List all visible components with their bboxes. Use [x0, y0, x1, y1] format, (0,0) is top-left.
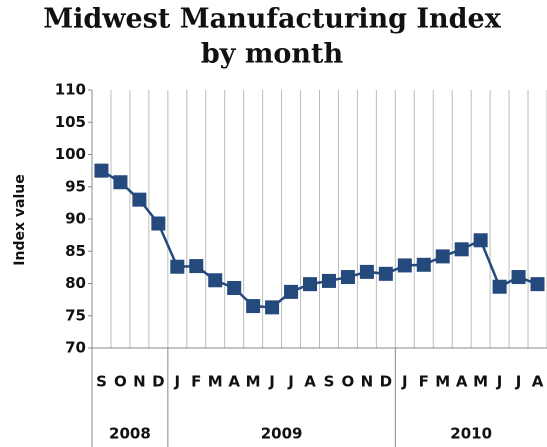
x-tick-label: D — [380, 373, 392, 391]
group-label: 2009 — [261, 425, 303, 443]
x-tick-label: F — [191, 373, 201, 391]
data-point — [321, 273, 336, 288]
data-point — [151, 216, 166, 231]
data-point — [435, 249, 450, 264]
data-point — [246, 299, 261, 314]
data-point — [473, 233, 488, 248]
data-point — [208, 273, 223, 288]
x-tick-label: S — [96, 373, 107, 391]
y-tick-label: 85 — [65, 242, 86, 260]
x-tick-label: D — [152, 373, 164, 391]
y-tick-label: 70 — [65, 339, 86, 357]
y-tick-label: 100 — [55, 145, 86, 163]
y-tick-label: 95 — [65, 177, 86, 195]
x-tick-label: J — [287, 373, 294, 391]
data-point — [189, 259, 204, 274]
y-tick-label: 75 — [65, 306, 86, 324]
x-tick-label: M — [435, 373, 450, 391]
x-tick-label: N — [361, 373, 374, 391]
data-point — [340, 270, 355, 285]
y-tick-label: 105 — [55, 113, 86, 131]
group-label: 2010 — [450, 425, 492, 443]
x-tick-label: J — [174, 373, 181, 391]
x-tick-label: F — [419, 373, 429, 391]
data-point — [530, 277, 545, 292]
x-tick-label: N — [133, 373, 146, 391]
data-point — [170, 259, 185, 274]
group-label: 2008 — [109, 425, 151, 443]
data-point — [397, 258, 412, 273]
chart-subtitle: by month — [201, 39, 344, 70]
y-axis-title: Index value — [12, 174, 28, 265]
data-point — [284, 284, 299, 299]
data-point — [416, 257, 431, 272]
y-tick-label: 80 — [65, 274, 86, 292]
data-point — [303, 277, 318, 292]
x-tick-label: A — [456, 373, 468, 391]
chart-title: Midwest Manufacturing Index — [43, 4, 502, 35]
x-tick-label: M — [473, 373, 488, 391]
x-tick-label: M — [208, 373, 223, 391]
data-point — [94, 163, 109, 178]
data-point — [113, 175, 128, 190]
data-point — [454, 242, 469, 257]
x-tick-label: J — [268, 373, 275, 391]
data-point — [132, 192, 147, 207]
x-tick-label: O — [342, 373, 355, 391]
data-point — [359, 264, 374, 279]
x-tick-label: J — [496, 373, 503, 391]
data-point — [511, 270, 526, 285]
x-tick-label: J — [515, 373, 522, 391]
x-tick-label: A — [304, 373, 316, 391]
x-tick-label: S — [324, 373, 335, 391]
y-tick-label: 110 — [55, 81, 86, 99]
x-tick-label: J — [401, 373, 408, 391]
x-tick-label: A — [228, 373, 240, 391]
data-point — [378, 266, 393, 281]
x-tick-label: O — [114, 373, 127, 391]
x-tick-label: M — [246, 373, 261, 391]
data-point — [227, 281, 242, 296]
y-tick-label: 90 — [65, 210, 86, 228]
data-point — [492, 279, 507, 294]
x-tick-label: A — [532, 373, 544, 391]
data-point — [265, 300, 280, 315]
